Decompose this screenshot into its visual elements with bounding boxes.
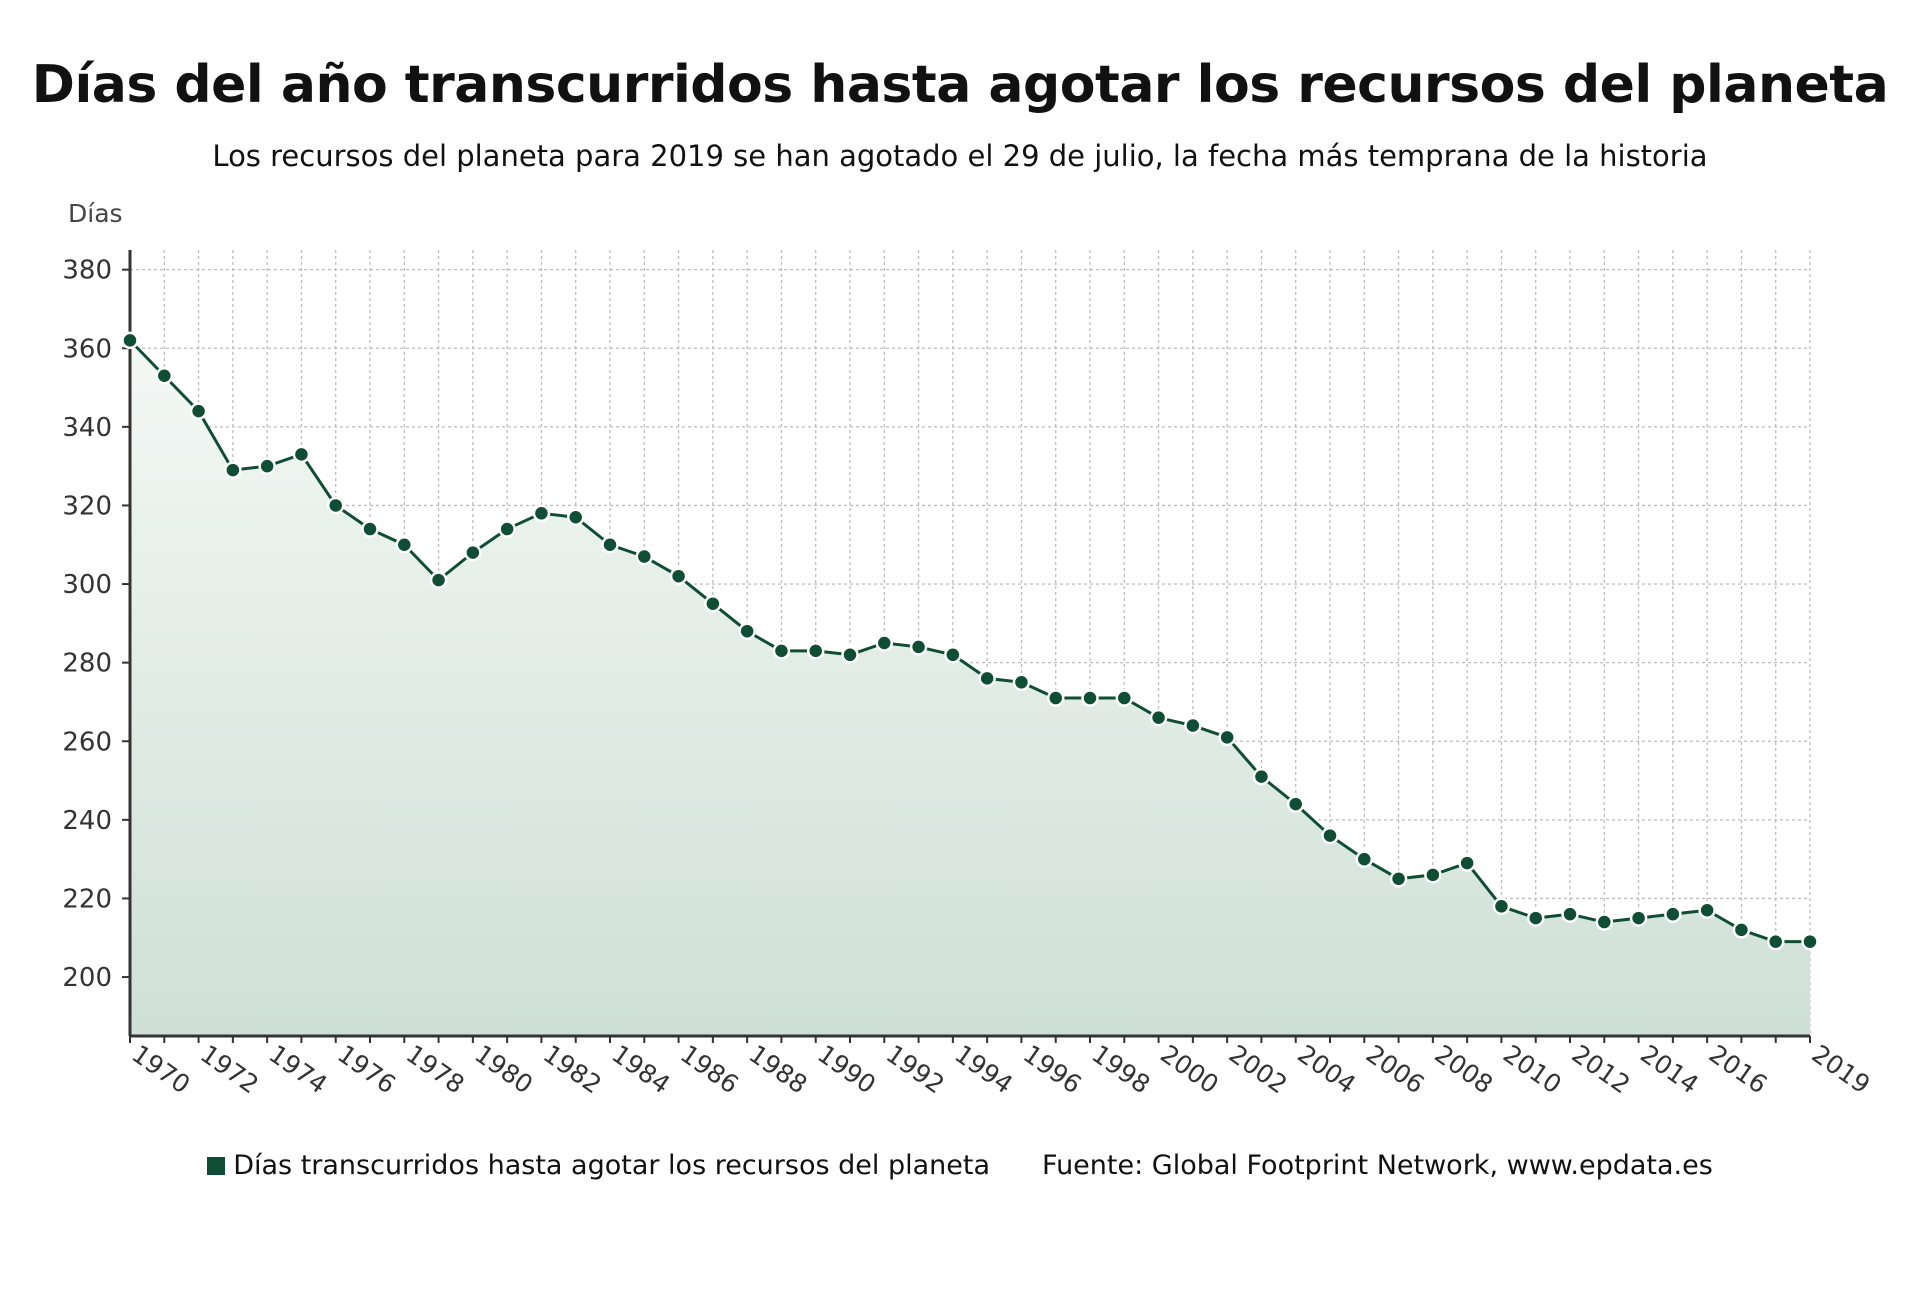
data-point — [806, 642, 825, 660]
data-point — [1389, 870, 1408, 888]
data-point — [1629, 909, 1648, 927]
x-tick-label: 1994 — [949, 1039, 1018, 1099]
data-point — [635, 547, 654, 566]
y-tick-label: 360 — [62, 334, 112, 364]
chart-subtitle: Los recursos del planeta para 2019 se ha… — [212, 139, 1708, 173]
data-point — [875, 634, 894, 652]
data-point — [978, 669, 996, 688]
x-tick-label: 1992 — [881, 1039, 950, 1099]
x-tick-label: 1996 — [1018, 1039, 1087, 1099]
x-tick-label: 2012 — [1567, 1039, 1636, 1099]
y-tick-labels: 200 220 240 260 280 300 320 340 360 380 — [62, 256, 130, 993]
data-point — [1801, 932, 1819, 951]
data-point — [1012, 673, 1031, 692]
data-point — [1595, 913, 1614, 931]
area-path — [130, 340, 1810, 1036]
legend: Días transcurridos hasta agotar los recu… — [0, 1150, 1920, 1181]
x-tick-label: 1986 — [675, 1039, 744, 1099]
data-point — [1664, 905, 1682, 923]
data-point — [429, 571, 448, 589]
data-point — [909, 638, 928, 656]
data-point — [1561, 905, 1579, 923]
data-point — [532, 504, 551, 523]
x-tick-labels: 1970 1972 1974 1976 1978 1980 1982 1984 1986 1988… — [127, 1036, 1876, 1099]
x-tick-label: 1976 — [332, 1039, 401, 1099]
data-point — [1526, 909, 1545, 927]
data-point — [464, 543, 482, 562]
y-tick-label: 240 — [62, 806, 112, 836]
data-point — [1698, 901, 1716, 919]
data-points — [121, 331, 1819, 951]
data-point — [1458, 854, 1476, 872]
y-tick-label: 340 — [62, 413, 112, 443]
data-point — [121, 331, 139, 350]
data-point — [1184, 716, 1202, 735]
data-point — [772, 642, 791, 660]
y-tick-label: 320 — [62, 491, 112, 521]
x-tick-label: 2014 — [1635, 1039, 1704, 1099]
x-tick-label: 1978 — [401, 1039, 470, 1099]
data-point — [1046, 689, 1065, 707]
x-tick-label: 1984 — [607, 1039, 676, 1099]
data-point — [1732, 921, 1751, 939]
data-point — [1115, 689, 1134, 707]
y-tick-label: 200 — [62, 963, 112, 993]
data-point — [738, 622, 756, 640]
data-point — [155, 367, 174, 385]
x-tick-label: 1982 — [538, 1039, 607, 1099]
data-point — [704, 594, 722, 613]
data-point — [1252, 767, 1271, 786]
data-point — [1081, 689, 1099, 707]
x-tick-label: 2019 — [1807, 1039, 1876, 1099]
data-point — [1766, 932, 1785, 951]
data-point — [224, 461, 242, 479]
y-tick-label: 380 — [62, 256, 112, 286]
chart-title: Días del año transcurridos hasta agotar … — [31, 55, 1889, 115]
x-tick-label: 1998 — [1087, 1039, 1156, 1099]
data-point — [1149, 708, 1168, 727]
source-note: Fuente: Global Footprint Network, www.ep… — [1042, 1150, 1713, 1181]
x-tick-label: 1990 — [812, 1039, 881, 1099]
x-tick-label: 1970 — [127, 1039, 196, 1099]
data-point — [292, 445, 311, 464]
x-tick-label: 2010 — [1498, 1039, 1567, 1099]
data-point — [361, 520, 379, 538]
data-point — [189, 402, 208, 420]
data-point — [1424, 866, 1442, 884]
data-point — [669, 567, 688, 585]
x-tick-label: 2008 — [1429, 1039, 1498, 1099]
data-point — [1218, 728, 1236, 747]
x-tick-label: 1974 — [264, 1039, 333, 1099]
x-tick-label: 2006 — [1361, 1039, 1430, 1099]
x-tick-label: 2004 — [1292, 1039, 1361, 1099]
legend-swatch — [207, 1157, 226, 1175]
area-fill — [130, 340, 1810, 1036]
x-tick-label: 2000 — [1155, 1039, 1224, 1099]
y-tick-label: 280 — [62, 649, 112, 679]
y-tick-label: 300 — [62, 570, 112, 600]
y-tick-label: 220 — [62, 884, 112, 914]
x-tick-label: 2016 — [1704, 1039, 1773, 1099]
data-point — [601, 536, 619, 554]
data-point — [498, 520, 516, 538]
legend-series-label: Días transcurridos hasta agotar los recu… — [233, 1150, 991, 1181]
data-point — [258, 457, 276, 475]
y-tick-label: 260 — [62, 727, 112, 757]
data-point — [1286, 795, 1305, 813]
data-point — [395, 536, 414, 554]
data-point — [1492, 897, 1511, 916]
x-tick-label: 1988 — [744, 1039, 813, 1099]
data-point — [841, 646, 859, 664]
y-axis-label: Días — [68, 199, 123, 228]
data-point — [1321, 826, 1339, 845]
x-tick-label: 1972 — [195, 1039, 264, 1099]
data-point — [1355, 850, 1374, 868]
data-point — [944, 646, 962, 664]
x-tick-label: 1980 — [469, 1039, 538, 1099]
data-point — [566, 508, 585, 526]
x-tick-label: 2002 — [1224, 1039, 1293, 1099]
axes — [128, 250, 1810, 1038]
data-point — [326, 496, 345, 515]
